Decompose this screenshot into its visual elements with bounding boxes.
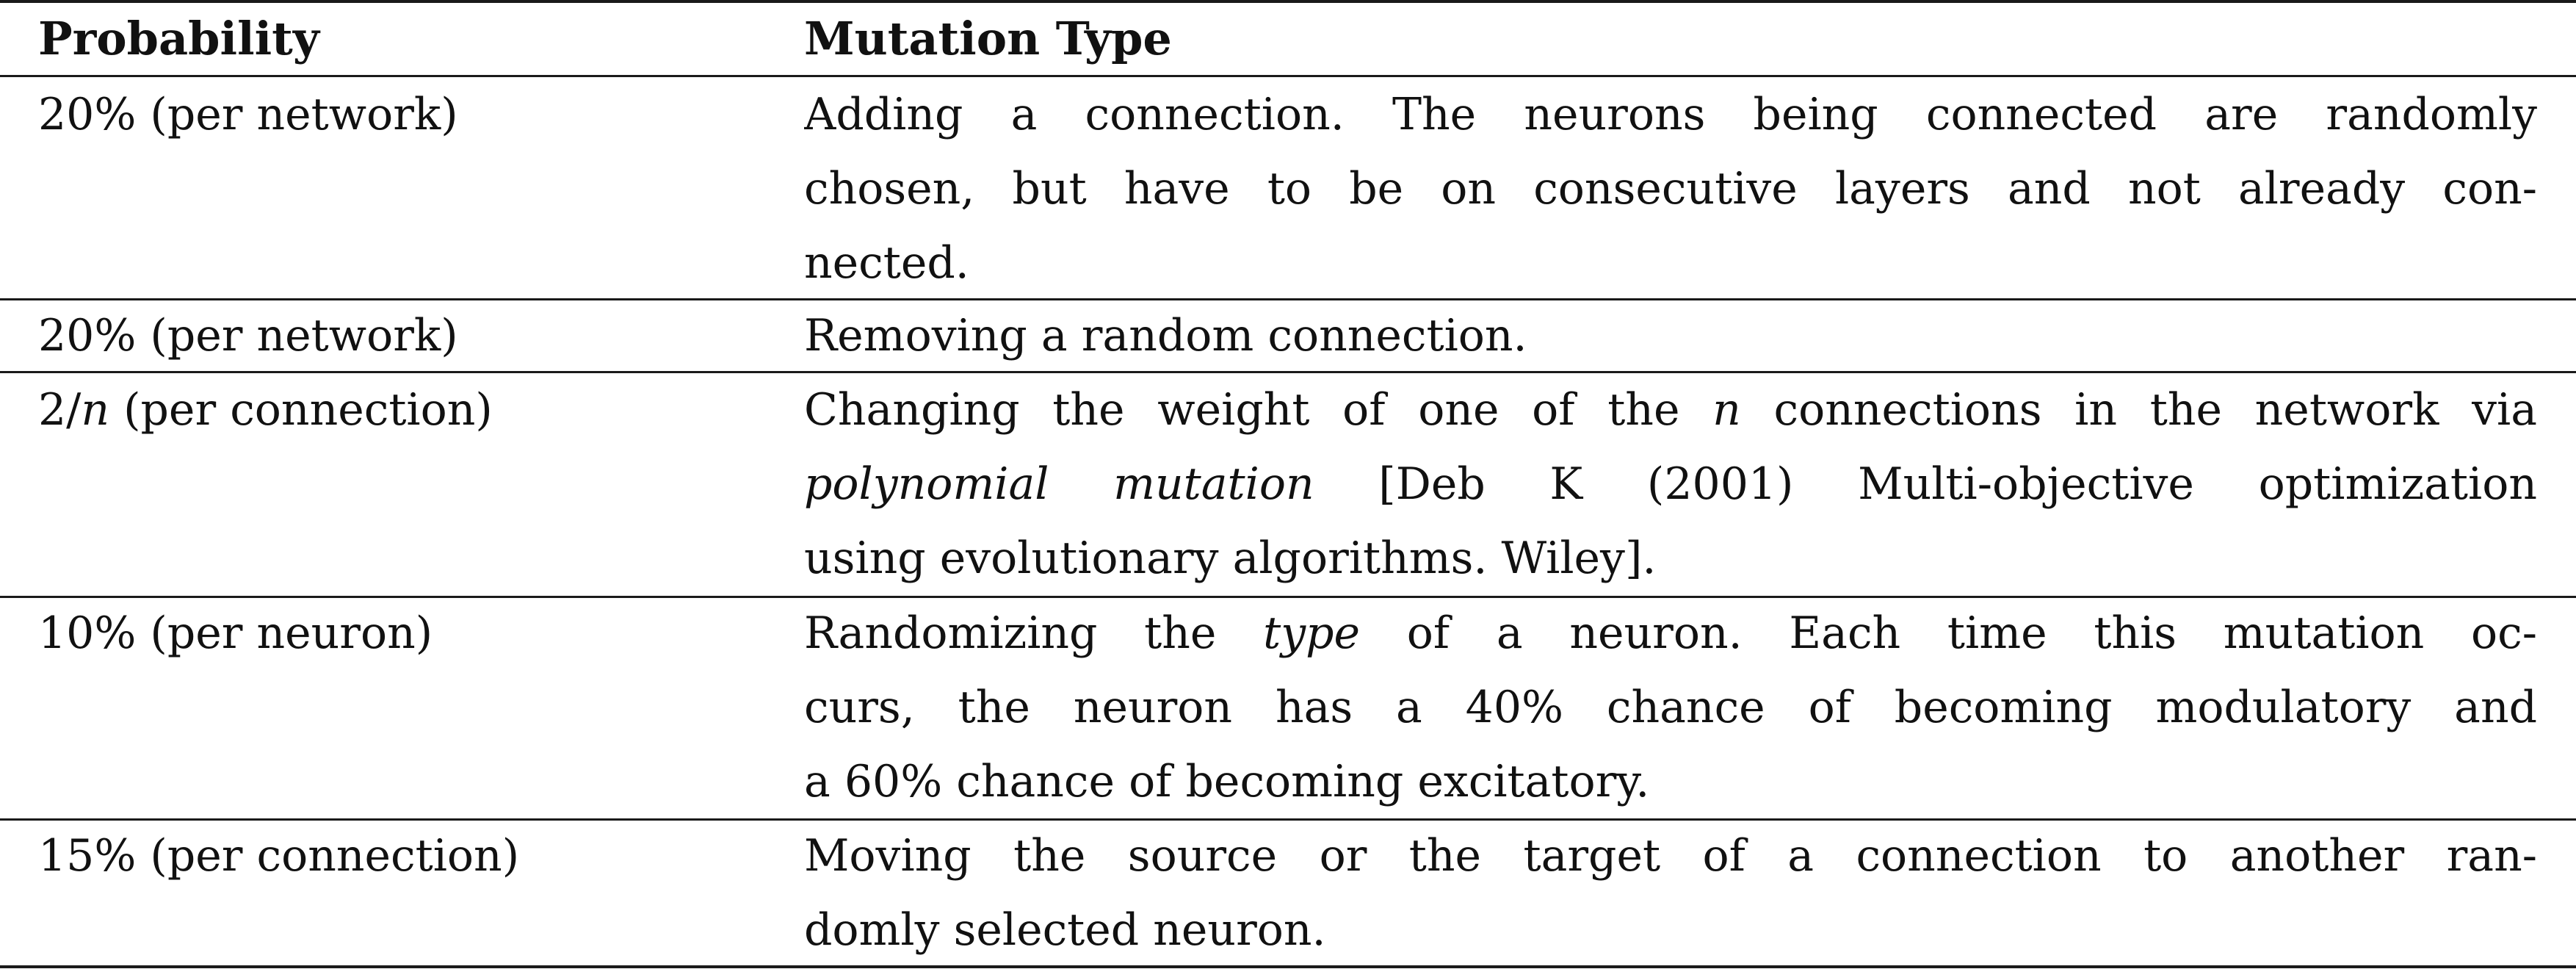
description-line: curs, the neuron has a 40% chance of bec…: [804, 682, 2537, 733]
probability-cell: 20% (per network): [38, 310, 458, 361]
top-rule: [0, 0, 2576, 3]
header-mutation-type: Mutation Type: [804, 12, 1172, 65]
probability-suffix: (per connection): [109, 384, 493, 436]
probability-variable: n: [81, 384, 110, 436]
description-line: Adding a connection. The neurons being c…: [804, 89, 2537, 140]
description-line: nected.: [804, 237, 969, 289]
row-divider: [0, 298, 2576, 300]
header-rule: [0, 75, 2576, 77]
italic-term: type: [1263, 608, 1361, 659]
description-line: Moving the source or the target of a con…: [804, 830, 2537, 882]
description-line: a 60% chance of becoming excitatory.: [804, 756, 1650, 807]
text-segment: Randomizing the: [804, 608, 1264, 659]
italic-term: polynomial mutation: [804, 458, 1314, 510]
probability-prefix: 2/: [38, 384, 82, 436]
text-segment: [Deb K (2001) Multi-objective optimizati…: [1314, 458, 2537, 510]
mutation-type-cell: Moving the source or the target of a con…: [804, 819, 2537, 968]
probability-cell: 2/n (per connection): [38, 373, 493, 447]
text-segment: connections in the network via: [1740, 384, 2538, 436]
probability-cell: 10% (per neuron): [38, 608, 433, 659]
description-line: chosen, but have to be on consecutive la…: [804, 163, 2537, 215]
header-probability: Probability: [38, 12, 319, 65]
probability-cell: 20% (per network): [38, 89, 458, 140]
row-divider: [0, 818, 2576, 821]
description-line: Randomizing the type of a neuron. Each t…: [804, 597, 2537, 671]
description-line: using evolutionary algorithms. Wiley].: [804, 533, 1657, 584]
mutation-type-cell: Randomizing the type of a neuron. Each t…: [804, 597, 2537, 819]
text-segment: of a neuron. Each time this mutation oc-: [1360, 608, 2537, 659]
mutation-type-cell: Adding a connection. The neurons being c…: [804, 78, 2537, 300]
mutation-type-cell: Removing a random connection.: [804, 299, 2537, 373]
description-line: Changing the weight of one of the n conn…: [804, 373, 2537, 447]
bottom-rule: [0, 965, 2576, 968]
description-line: Removing a random connection.: [804, 310, 1527, 361]
row-divider: [0, 371, 2576, 373]
description-line: polynomial mutation [Deb K (2001) Multi-…: [804, 447, 2537, 522]
row-divider: [0, 596, 2576, 598]
description-line: domly selected neuron.: [804, 904, 1326, 956]
mutation-type-cell: Changing the weight of one of the n conn…: [804, 373, 2537, 596]
text-segment: Changing the weight of one of the: [804, 384, 1713, 436]
math-variable: n: [1712, 384, 1741, 436]
probability-cell: 15% (per connection): [38, 830, 520, 882]
